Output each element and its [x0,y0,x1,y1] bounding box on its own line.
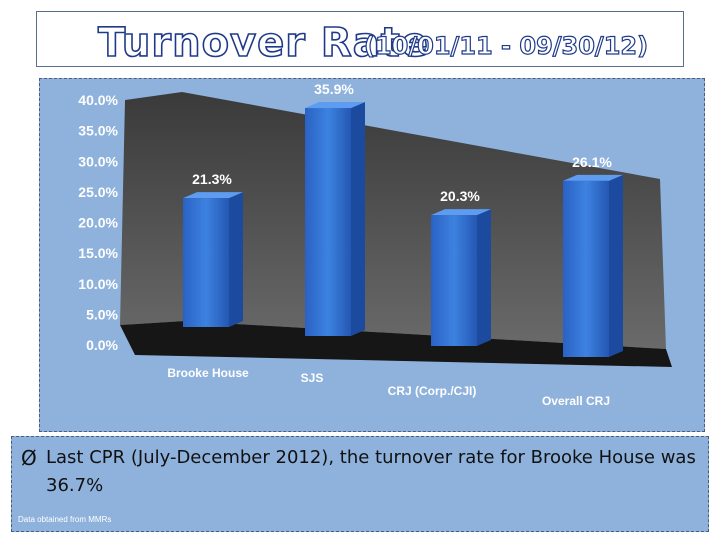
y-tick-label: 35.0% [78,123,118,139]
bar [183,198,229,327]
y-tick-label: 40.0% [78,92,118,108]
bar-side [229,192,243,327]
footnote: Data obtained from MMRs [18,515,112,524]
bar [563,180,609,357]
data-label: 35.9% [314,81,354,97]
category-label: CRJ (Corp./CJI) [388,384,477,398]
turnover-chart: 0.0% 5.0% 10.0% 15.0% 20.0% 25.0% 30.0% 35.0% 40… [78,81,672,408]
bullet-panel [11,436,709,532]
y-tick-label: 0.0% [86,337,118,353]
bar-side [351,102,365,336]
bar-side [609,174,623,357]
bar-top [183,192,243,199]
title-box [36,11,684,67]
y-tick-label: 15.0% [78,245,118,261]
bar [431,215,477,346]
bar-top [563,174,623,181]
y-tick-label: 5.0% [86,306,118,322]
chart-panel: 0.0% 5.0% 10.0% 15.0% 20.0% 25.0% 30.0% 35.0% 40… [39,78,705,432]
data-label: 21.3% [192,171,232,187]
category-label: SJS [301,371,324,385]
bar-top [305,102,365,109]
y-tick-label: 30.0% [78,153,118,169]
chart-back-wall [120,92,666,349]
y-tick-label: 20.0% [78,215,118,231]
y-tick-label: 25.0% [78,184,118,200]
chart-floor [120,321,672,367]
bar [305,108,351,336]
bullet-text: Last CPR (July-December 2012), the turno… [46,447,696,496]
bullet-arrow-icon: Ø [21,446,37,470]
page-title: Turnover Rate [97,19,429,67]
data-label: 26.1% [572,154,612,170]
category-label: Brooke House [167,366,249,380]
bar-side [477,209,491,346]
category-label: Overall CRJ [542,394,610,408]
bar-top [431,209,491,216]
date-range: (10/01/11 - 09/30/12) [363,31,649,60]
y-tick-label: 10.0% [78,276,118,292]
data-label: 20.3% [440,188,480,204]
